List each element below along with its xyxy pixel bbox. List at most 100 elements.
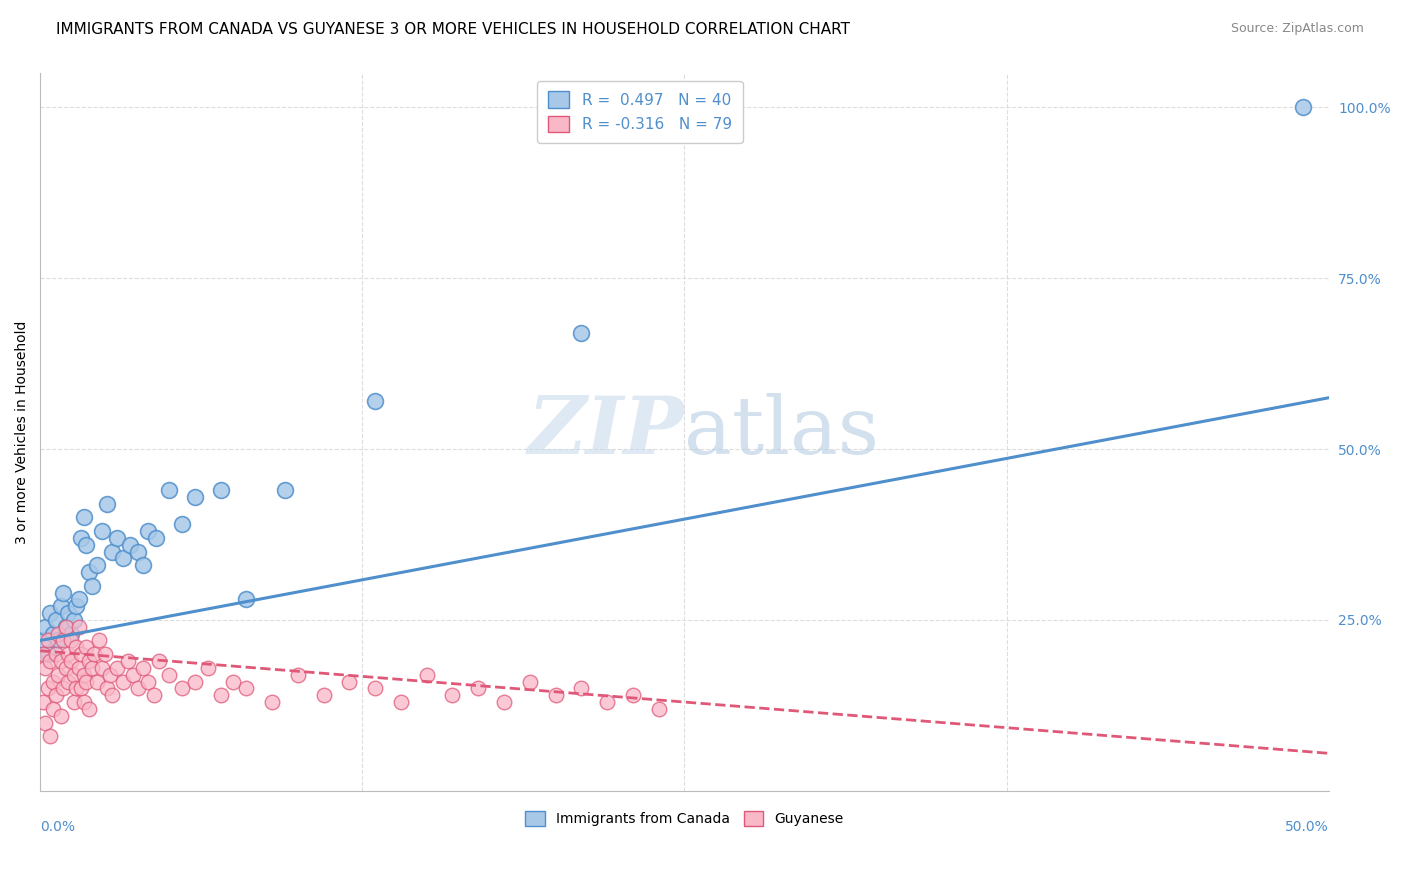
Point xyxy=(138,524,160,538)
Point xyxy=(91,661,114,675)
Point xyxy=(39,729,62,743)
Point xyxy=(170,517,193,532)
Point xyxy=(31,695,53,709)
Point xyxy=(65,681,87,696)
Point xyxy=(647,702,669,716)
Text: ZIP: ZIP xyxy=(527,393,685,471)
Point xyxy=(184,490,207,504)
Point xyxy=(86,674,108,689)
Point xyxy=(142,688,165,702)
Point xyxy=(157,483,180,497)
Point xyxy=(209,688,232,702)
Point xyxy=(96,681,118,696)
Point xyxy=(122,667,145,681)
Point xyxy=(62,695,84,709)
Point xyxy=(111,674,134,689)
Point xyxy=(337,674,360,689)
Point xyxy=(467,681,489,696)
Point xyxy=(70,681,93,696)
Point xyxy=(34,661,56,675)
Y-axis label: 3 or more Vehicles in Household: 3 or more Vehicles in Household xyxy=(15,320,30,543)
Point xyxy=(58,647,80,661)
Point xyxy=(42,626,65,640)
Point xyxy=(260,695,283,709)
Point xyxy=(235,592,257,607)
Point xyxy=(55,620,77,634)
Point xyxy=(287,667,309,681)
Point xyxy=(39,606,62,620)
Point xyxy=(65,599,87,614)
Point xyxy=(621,688,644,702)
Point xyxy=(569,681,592,696)
Point xyxy=(60,633,83,648)
Point xyxy=(70,531,93,545)
Point xyxy=(389,695,412,709)
Text: 0.0%: 0.0% xyxy=(41,820,75,834)
Point xyxy=(77,702,100,716)
Point xyxy=(209,483,232,497)
Point xyxy=(312,688,335,702)
Point xyxy=(52,585,75,599)
Point xyxy=(1292,100,1315,114)
Point xyxy=(70,647,93,661)
Point xyxy=(67,661,90,675)
Point xyxy=(45,613,67,627)
Point xyxy=(86,558,108,573)
Point xyxy=(117,654,139,668)
Point xyxy=(83,647,105,661)
Point xyxy=(101,688,124,702)
Point xyxy=(101,544,124,558)
Point xyxy=(45,688,67,702)
Point xyxy=(98,667,121,681)
Point xyxy=(62,667,84,681)
Point xyxy=(222,674,245,689)
Point xyxy=(31,647,53,661)
Point xyxy=(184,674,207,689)
Point xyxy=(89,633,111,648)
Point xyxy=(138,674,160,689)
Point xyxy=(145,531,167,545)
Point xyxy=(107,661,129,675)
Point xyxy=(67,592,90,607)
Point xyxy=(37,647,59,661)
Text: atlas: atlas xyxy=(685,393,880,471)
Point xyxy=(73,695,96,709)
Legend: Immigrants from Canada, Guyanese: Immigrants from Canada, Guyanese xyxy=(517,802,852,834)
Point xyxy=(46,626,69,640)
Point xyxy=(76,640,98,655)
Point xyxy=(80,579,103,593)
Point xyxy=(77,565,100,579)
Point xyxy=(157,667,180,681)
Text: Source: ZipAtlas.com: Source: ZipAtlas.com xyxy=(1230,22,1364,36)
Point xyxy=(197,661,219,675)
Point xyxy=(111,551,134,566)
Point xyxy=(37,633,59,648)
Point xyxy=(52,681,75,696)
Point xyxy=(492,695,515,709)
Point xyxy=(49,654,72,668)
Point xyxy=(569,326,592,340)
Point xyxy=(73,667,96,681)
Point xyxy=(60,626,83,640)
Point xyxy=(235,681,257,696)
Point xyxy=(49,708,72,723)
Point xyxy=(46,633,69,648)
Point xyxy=(73,510,96,524)
Text: 50.0%: 50.0% xyxy=(1285,820,1329,834)
Point xyxy=(37,681,59,696)
Point xyxy=(76,538,98,552)
Point xyxy=(46,667,69,681)
Point xyxy=(596,695,619,709)
Point xyxy=(34,715,56,730)
Point xyxy=(107,531,129,545)
Point xyxy=(60,654,83,668)
Point xyxy=(127,544,149,558)
Point xyxy=(55,661,77,675)
Point xyxy=(67,620,90,634)
Point xyxy=(364,681,387,696)
Point xyxy=(364,394,387,409)
Point xyxy=(80,661,103,675)
Point xyxy=(132,558,155,573)
Point xyxy=(42,702,65,716)
Point xyxy=(65,640,87,655)
